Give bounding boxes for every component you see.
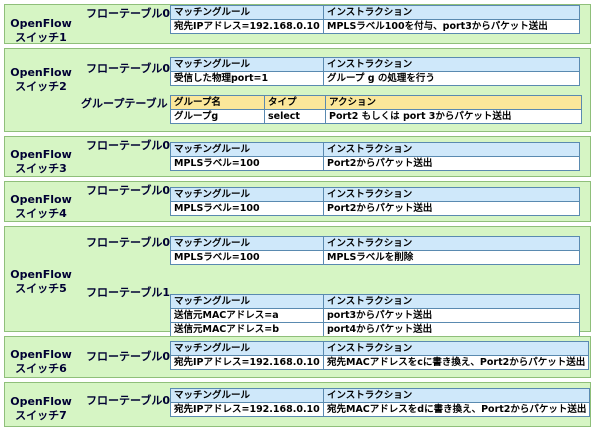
flow-table: マッチングルール インストラクション 宛先IPアドレス=192.168.0.10 宛先… [170,388,591,417]
type-cell: select [264,109,326,124]
switch-name: OpenFlow スイッチ5 [10,268,72,295]
header-instruction: インストラクション [323,5,580,20]
header-instruction: インストラクション [323,294,580,309]
flow-table-label: フローテーブル0 [86,139,170,152]
switch-name: OpenFlow スイッチ2 [10,66,72,93]
group-table: グループ名 タイプ アクション グループg select Port2 もしくは port … [170,95,582,124]
matching-rule-cell: MPLSラベル=100 [170,250,324,265]
header-matching-rule: マッチングルール [170,57,324,72]
flow-table: マッチングルール インストラクション 宛先IPアドレス=192.168.0.10 宛先… [170,341,590,370]
switch-name: OpenFlow スイッチ4 [10,193,72,220]
header-matching-rule: マッチングルール [170,388,324,403]
instruction-cell: 宛先MACアドレスをcに書き換え、Port2からパケット送出 [322,355,590,370]
table-row: 送信元MACアドレス=a port3からパケット送出 [170,308,580,323]
table-row: 宛先IPアドレス=192.168.0.10 宛先MACアドレスをdに書き換え、Po… [170,402,591,417]
switch-name: OpenFlow スイッチ1 [10,17,72,44]
header-group-name: グループ名 [170,95,265,110]
flow-table-label: フローテーブル0 [86,184,170,197]
header-matching-rule: マッチングルール [170,142,324,157]
header-instruction: インストラクション [322,388,591,403]
switch-name: OpenFlow スイッチ3 [10,148,72,175]
header-instruction: インストラクション [323,57,580,72]
table-header-row: マッチングルール インストラクション [170,57,580,72]
header-instruction: インストラクション [323,187,580,202]
instruction-cell: グループ g の処理を行う [323,71,580,86]
header-matching-rule: マッチングルール [170,187,324,202]
header-instruction: インストラクション [323,236,580,251]
flow-table: マッチングルール インストラクション MPLSラベル=100 Port2からパケット送… [170,187,580,216]
instruction-cell: MPLSラベル100を付与、port3からパケット送出 [323,19,580,34]
flow-table-label: フローテーブル0 [86,394,170,407]
switch-name: OpenFlow スイッチ6 [10,348,72,375]
matching-rule-cell: MPLSラベル=100 [170,156,324,171]
group-name-cell: グループg [170,109,265,124]
table-header-row: マッチングルール インストラクション [170,236,580,251]
header-matching-rule: マッチングルール [170,341,324,356]
table-header-row: マッチングルール インストラクション [170,388,591,403]
header-matching-rule: マッチングルール [170,294,324,309]
flow-table: マッチングルール インストラクション 送信元MACアドレス=a port3からパケット… [170,294,580,337]
flow-table-label: フローテーブル0 [86,7,170,20]
table-header-row: マッチングルール インストラクション [170,5,580,20]
header-instruction: インストラクション [323,142,580,157]
flow-table-label: フローテーブル0 [86,236,170,249]
instruction-cell: MPLSラベルを削除 [323,250,580,265]
table-row: MPLSラベル=100 Port2からパケット送出 [170,201,580,216]
table-row: グループg select Port2 もしくは port 3からパケット送出 [170,109,582,124]
table-header-row: マッチングルール インストラクション [170,187,580,202]
table-row: MPLSラベル=100 Port2からパケット送出 [170,156,580,171]
flow-table: マッチングルール インストラクション MPLSラベル=100 MPLSラベルを削除 [170,236,580,265]
instruction-cell: Port2からパケット送出 [323,201,580,216]
table-row: 宛先IPアドレス=192.168.0.10 MPLSラベル100を付与、port3… [170,19,580,34]
header-matching-rule: マッチングルール [170,236,324,251]
instruction-cell: port4からパケット送出 [323,322,580,337]
matching-rule-cell: 受信した物理port=1 [170,71,324,86]
header-action: アクション [325,95,582,110]
action-cell: Port2 もしくは port 3からパケット送出 [325,109,582,124]
flow-table-label: フローテーブル0 [86,62,170,75]
flow-table: マッチングルール インストラクション 受信した物理port=1 グループ g の処理を… [170,57,580,86]
group-table-label: グループテーブル [81,97,168,110]
table-header-row: マッチングルール インストラクション [170,294,580,309]
flow-table-label: フローテーブル1 [86,286,170,299]
matching-rule-cell: MPLSラベル=100 [170,201,324,216]
table-row: 宛先IPアドレス=192.168.0.10 宛先MACアドレスをcに書き換え、Po… [170,355,590,370]
header-instruction: インストラクション [322,341,590,356]
instruction-cell: 宛先MACアドレスをdに書き換え、Port2からパケット送出 [322,402,591,417]
table-header-row: マッチングルール インストラクション [170,142,580,157]
table-row: 送信元MACアドレス=b port4からパケット送出 [170,322,580,337]
group-header-row: グループ名 タイプ アクション [170,95,582,110]
table-header-row: マッチングルール インストラクション [170,341,590,356]
flow-table: マッチングルール インストラクション MPLSラベル=100 Port2からパケット送… [170,142,580,171]
header-type: タイプ [264,95,326,110]
table-row: MPLSラベル=100 MPLSラベルを削除 [170,250,580,265]
matching-rule-cell: 宛先IPアドレス=192.168.0.10 [170,19,324,34]
flow-table: マッチングルール インストラクション 宛先IPアドレス=192.168.0.10 MP… [170,5,580,34]
flow-table-label: フローテーブル0 [86,350,170,363]
matching-rule-cell: 宛先IPアドレス=192.168.0.10 [170,355,324,370]
header-matching-rule: マッチングルール [170,5,324,20]
matching-rule-cell: 宛先IPアドレス=192.168.0.10 [170,402,324,417]
switch-name: OpenFlow スイッチ7 [10,395,72,422]
matching-rule-cell: 送信元MACアドレス=b [170,322,324,337]
table-row: 受信した物理port=1 グループ g の処理を行う [170,71,580,86]
matching-rule-cell: 送信元MACアドレス=a [170,308,324,323]
instruction-cell: port3からパケット送出 [323,308,580,323]
instruction-cell: Port2からパケット送出 [323,156,580,171]
